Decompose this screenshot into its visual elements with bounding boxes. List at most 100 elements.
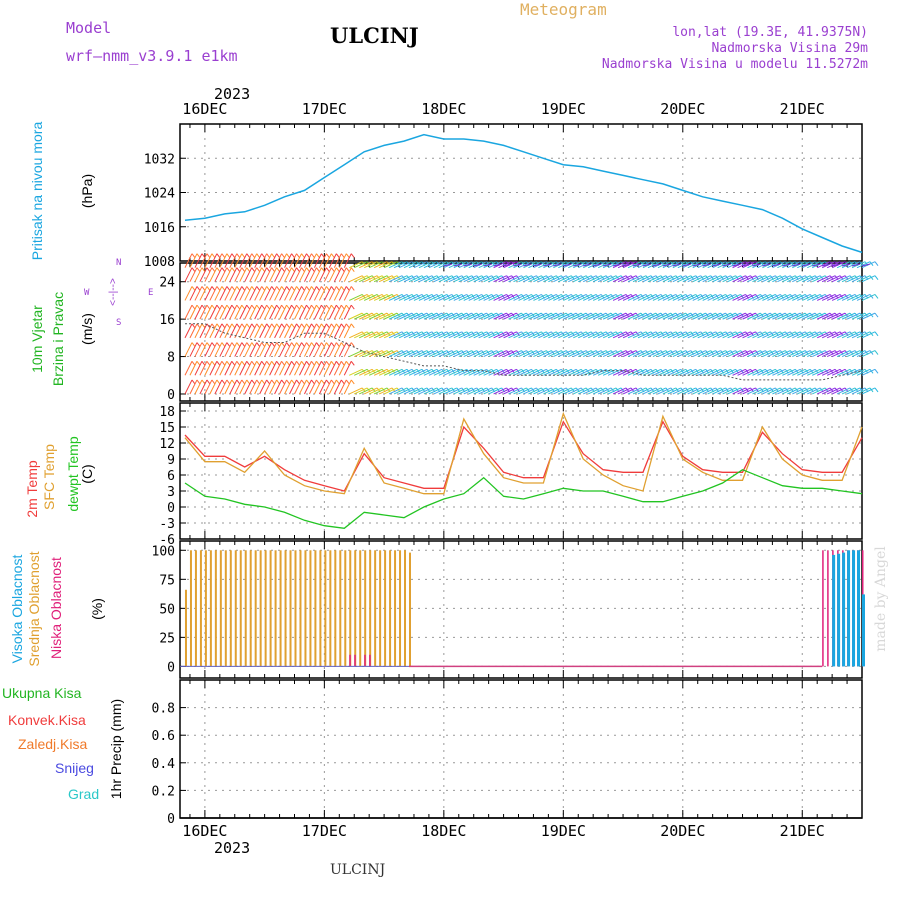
wind-barb [652, 293, 667, 301]
wind-barb [762, 331, 776, 339]
wind-barb [239, 304, 248, 320]
wind-barb [488, 275, 502, 283]
wind-barb [677, 275, 692, 283]
wind-barb [473, 387, 487, 395]
wind-barb [274, 323, 283, 339]
wind-barb-flag [201, 360, 206, 366]
wind-barb [274, 361, 283, 376]
wind-barb [224, 304, 233, 320]
wind-barb [583, 331, 597, 339]
wind-barb [617, 331, 632, 339]
wind-barb [807, 387, 821, 395]
wind-barb [652, 275, 667, 283]
cloud-mid-bar [369, 550, 372, 667]
wind-barb [523, 387, 537, 395]
wind-barb-top [762, 263, 771, 267]
wind-barb [637, 312, 652, 320]
wind-barb [607, 331, 622, 339]
wind-barb [807, 293, 821, 301]
wind-barb [632, 331, 647, 339]
wind-barb [727, 387, 741, 395]
wind-barb [632, 368, 647, 376]
wind-barb [553, 293, 567, 301]
year-top: 2023 [214, 85, 251, 103]
wind-barb [498, 275, 512, 283]
wind-compass-e: E [148, 288, 154, 298]
wind-barb [802, 312, 816, 320]
wind-barb [393, 350, 408, 358]
cloud-mid-bar [279, 550, 282, 667]
wind-barb [826, 387, 841, 395]
wind-barb [543, 275, 557, 283]
wind-barb-flag [325, 360, 330, 366]
wind-barb [488, 350, 502, 358]
wind-barb-flag [261, 253, 266, 258]
wind-barb-flag [241, 267, 246, 273]
y-tick-label: 0 [167, 812, 175, 827]
wind-barb [692, 350, 706, 358]
wind-barb [821, 293, 836, 301]
day-label-top: 18DEC [421, 100, 466, 118]
wind-barb [742, 312, 756, 320]
wind-barb [836, 275, 851, 283]
wind-barb-flag [306, 360, 310, 366]
wind-barb [627, 312, 642, 320]
day-label-top: 17DEC [302, 100, 347, 118]
wind-barb-flag [316, 286, 320, 291]
wind-barb [787, 387, 801, 395]
wind-barb-flag [296, 267, 300, 273]
wind-barb [662, 331, 677, 339]
wind-barb [717, 293, 731, 301]
wind-barb [682, 368, 696, 376]
wind-barb [468, 261, 482, 269]
wind-barb [548, 331, 562, 339]
wind-barb [742, 387, 756, 395]
wind-barb [403, 350, 418, 358]
wind-barb [363, 312, 378, 320]
wind-barb [553, 275, 567, 283]
wind-barb [841, 275, 856, 283]
wind-barb [299, 379, 307, 395]
wind-barb [224, 361, 233, 376]
wind-barb [602, 331, 617, 339]
wind-barb [478, 331, 492, 339]
wind-barb [747, 261, 761, 269]
day-label-top: 20DEC [660, 100, 705, 118]
wind-barb [284, 286, 292, 301]
wind-barb [478, 312, 492, 320]
wind-barb [797, 368, 811, 376]
wind-barb [279, 342, 288, 357]
wind-barb-flag [335, 286, 340, 291]
wind-barb-flag [251, 304, 256, 310]
day-label-top: 21DEC [780, 100, 825, 118]
wind-barb [836, 331, 851, 339]
wind-barb [712, 275, 726, 283]
wind-barb [229, 286, 238, 301]
wind-barb [687, 293, 701, 301]
wind-barb [528, 275, 542, 283]
wind-barb [523, 350, 537, 358]
wind-barb [264, 361, 273, 376]
wind-barb [652, 350, 667, 358]
wind-barb [433, 312, 448, 320]
wind-barb [304, 286, 312, 301]
wind-barb [224, 379, 233, 395]
wind-barb [543, 350, 557, 358]
wind-barb [642, 312, 657, 320]
wind-barb-flag [281, 304, 285, 310]
wind-barb [304, 253, 312, 268]
wind-barb [224, 253, 233, 268]
wind-barb [363, 261, 378, 269]
wind-barb [259, 253, 268, 268]
wind-barb [637, 350, 652, 358]
wind-barb-flag [350, 360, 355, 366]
wind-barb [219, 323, 228, 339]
wind-barb [478, 261, 492, 269]
wind-barb [234, 361, 243, 376]
wind-barb [493, 387, 507, 395]
wind-barb [518, 350, 532, 358]
wind-barb [647, 312, 662, 320]
wind-barb [279, 304, 288, 320]
wind-barb [831, 387, 846, 395]
wind-barb [343, 379, 352, 395]
